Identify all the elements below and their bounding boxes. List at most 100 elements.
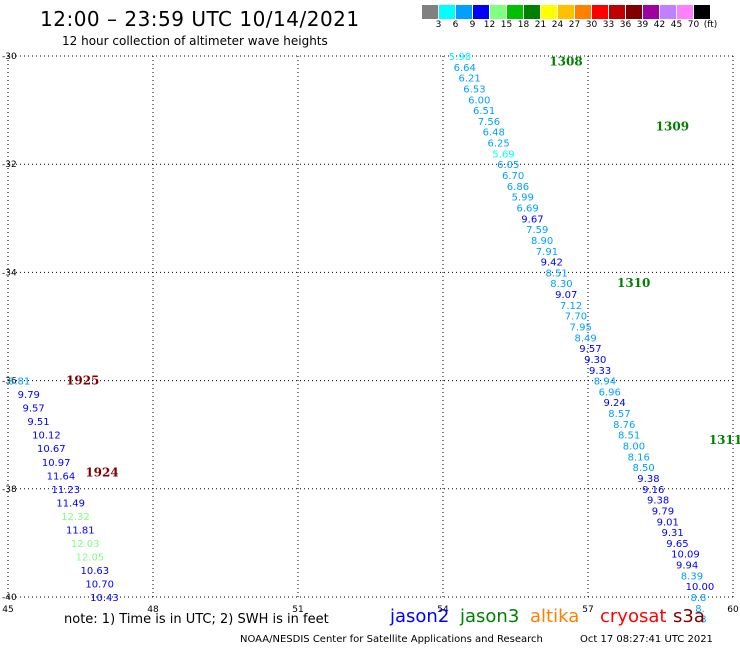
colorbar-swatch — [592, 5, 609, 19]
colorbar-label: 27 — [568, 20, 581, 30]
wave-height-label: 9.51 — [27, 417, 49, 428]
satellite-legend-jason2: jason2 — [390, 606, 450, 627]
colorbar-swatch — [643, 5, 660, 19]
wave-height-label: 11.49 — [56, 498, 85, 509]
wave-height-label: 8.57 — [608, 409, 630, 420]
wave-height-label: 8.90 — [531, 236, 553, 247]
colorbar-label: 3 — [435, 20, 442, 30]
track-labels: 1308 1309 1310 1311 1925 1924 — [66, 54, 740, 479]
x-tick-label: 54 — [437, 605, 449, 615]
colorbar-label: 12 — [483, 20, 496, 30]
wave-height-label: 10.43 — [90, 593, 119, 604]
wave-height-label: 6.48 — [483, 128, 505, 139]
wave-height-label: 6.53 — [463, 84, 485, 95]
wave-height-label: 8.16 — [628, 452, 650, 463]
wave-height-label: 10.67 — [37, 444, 66, 455]
wave-height-label: 8.8 — [690, 593, 706, 604]
wave-height-label: 9.38 — [647, 496, 669, 507]
colorbar-label: 36 — [619, 20, 632, 30]
colorbar-label: 21 — [534, 20, 547, 30]
page-title: 12:00 – 23:59 UTC 10/14/2021 — [40, 7, 360, 31]
wave-height-label: 5.98 — [449, 52, 471, 63]
colorbar-swatch — [541, 5, 558, 19]
wave-height-label: 9.16 — [642, 485, 664, 496]
wave-height-label: 11.64 — [47, 471, 76, 482]
x-tick-label: 48 — [147, 605, 159, 615]
track-number-label: 1310 — [617, 276, 650, 290]
wave-height-label: 10.63 — [81, 566, 110, 577]
colorbar-swatch — [456, 5, 473, 19]
colorbar-swatch — [609, 5, 626, 19]
wave-height-label: 12.32 — [61, 512, 90, 523]
colorbar-swatch — [490, 5, 507, 19]
tick-labels: 45 48 51 54 57 60 -30 -32 -34 -36 -38 -40 — [2, 52, 739, 615]
colorbar-label: 6 — [452, 20, 459, 30]
colorbar-label: 45 — [670, 20, 683, 30]
wave-height-label: 10.97 — [42, 458, 71, 469]
wave-height-label: 9.42 — [541, 258, 563, 269]
colorbar-label: 30 — [585, 20, 598, 30]
track-number-label: 1309 — [656, 119, 689, 133]
wave-height-label: 9.07 — [555, 290, 577, 301]
colorbar-label: 18 — [517, 20, 530, 30]
y-tick-label: -32 — [2, 160, 17, 170]
x-tick-label: 60 — [727, 605, 739, 615]
wave-height-label: 8.76 — [613, 420, 635, 431]
wave-height-label: 8.00 — [623, 442, 645, 453]
wave-height-label: 6.51 — [473, 106, 495, 117]
satellite-legend-altika: altika — [530, 606, 580, 627]
colorbar-label: (ft) — [703, 20, 718, 30]
satellite-legend-cryosat: cryosat — [600, 606, 667, 627]
grid-lines — [7, 55, 734, 598]
wave-height-label: 7.12 — [560, 301, 582, 312]
wave-height-label: 7.95 — [570, 323, 592, 334]
track-number-label: 1925 — [66, 374, 99, 388]
wave-height-label: 10.09 — [671, 550, 700, 561]
wave-height-label: 9.94 — [676, 561, 698, 572]
wave-height-label: 12.05 — [76, 552, 105, 563]
y-tick-label: -40 — [2, 593, 17, 603]
wave-height-label: 8.94 — [594, 377, 616, 388]
track-number-label: 1924 — [85, 466, 118, 480]
wave-height-label: 5.69 — [492, 149, 514, 160]
wave-height-label: 8. — [695, 604, 705, 615]
wave-height-label: 8.51 — [545, 268, 567, 279]
colorbar-swatch — [558, 5, 575, 19]
colorbar-swatch — [626, 5, 643, 19]
footer-credit: NOAA/NESDIS Center for Satellite Applica… — [240, 634, 543, 645]
footer-timestamp: Oct 17 08:27:41 UTC 2021 — [580, 634, 713, 645]
colorbar-label: 15 — [500, 20, 513, 30]
wave-height-label: 8.50 — [632, 463, 654, 474]
wave-height-label: 9.79 — [18, 390, 40, 401]
wave-height-label: 8 — [700, 615, 706, 626]
footer: NOAA/NESDIS Center for Satellite Applica… — [240, 634, 713, 645]
wave-height-label: 7.59 — [526, 225, 548, 236]
wave-height-label: 8.81 — [8, 377, 30, 388]
wave-height-values: 5.986.646.216.536.006.517.566.486.255.69… — [8, 52, 714, 626]
colorbar-swatch — [439, 5, 456, 19]
wave-height-label: 7.91 — [536, 247, 558, 258]
wave-height-label: 6.96 — [599, 387, 621, 398]
colorbar-swatch — [422, 5, 439, 19]
track-number-label: 1308 — [549, 54, 582, 68]
y-tick-label: -36 — [2, 377, 17, 387]
wave-height-label: 9.31 — [661, 528, 683, 539]
colorbar-swatch — [524, 5, 541, 19]
colorbar-swatch — [507, 5, 524, 19]
colorbar-label: 70 — [687, 20, 700, 30]
y-tick-label: -38 — [2, 485, 17, 495]
wave-height-label: 8.30 — [550, 279, 572, 290]
colorbar-swatch — [473, 5, 490, 19]
colorbar-label: 33 — [602, 20, 615, 30]
wave-height-label: 9.79 — [652, 506, 674, 517]
colorbar-label: 39 — [636, 20, 649, 30]
wave-height-label: 8.49 — [574, 333, 596, 344]
wave-height-label: 9.67 — [521, 214, 543, 225]
wave-height-label: 10.70 — [85, 579, 114, 590]
colorbar-swatch — [575, 5, 592, 19]
wave-height-label: 8.51 — [618, 431, 640, 442]
y-tick-label: -30 — [2, 52, 17, 62]
wave-height-label: 6.70 — [502, 171, 524, 182]
y-tick-label: -34 — [2, 268, 17, 278]
wave-height-label: 9.38 — [637, 474, 659, 485]
